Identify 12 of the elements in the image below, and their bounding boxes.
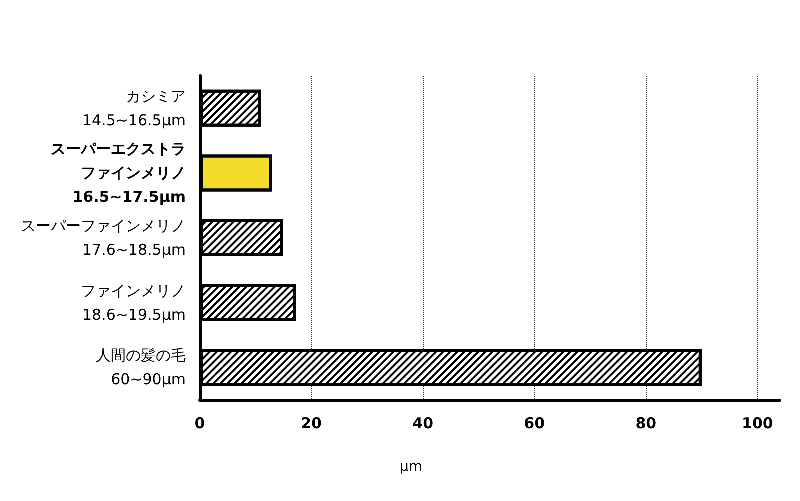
y-tick-label: スーパーファインメリノ 17.6~18.5µm: [21, 217, 186, 259]
x-tick-label: 20: [301, 414, 322, 432]
x-tick-label: 40: [412, 414, 434, 432]
x-tick-label: 100: [742, 414, 774, 432]
y-tick-label: ファインメリノ 18.6~19.5µm: [81, 282, 186, 324]
y-tick-label: カシミア 14.5~16.5µm: [82, 87, 186, 130]
y-tick-label: スーパーエクストラファインメリノ 16.5~17.5µm: [51, 140, 186, 206]
x-axis-title: µm: [400, 459, 423, 475]
x-tick-label: 80: [636, 414, 657, 432]
x-tick-label: 0: [194, 414, 206, 432]
y-tick-label: 人間の髪の毛 60~90µm: [96, 346, 186, 389]
x-tick-label: 60: [524, 414, 546, 432]
